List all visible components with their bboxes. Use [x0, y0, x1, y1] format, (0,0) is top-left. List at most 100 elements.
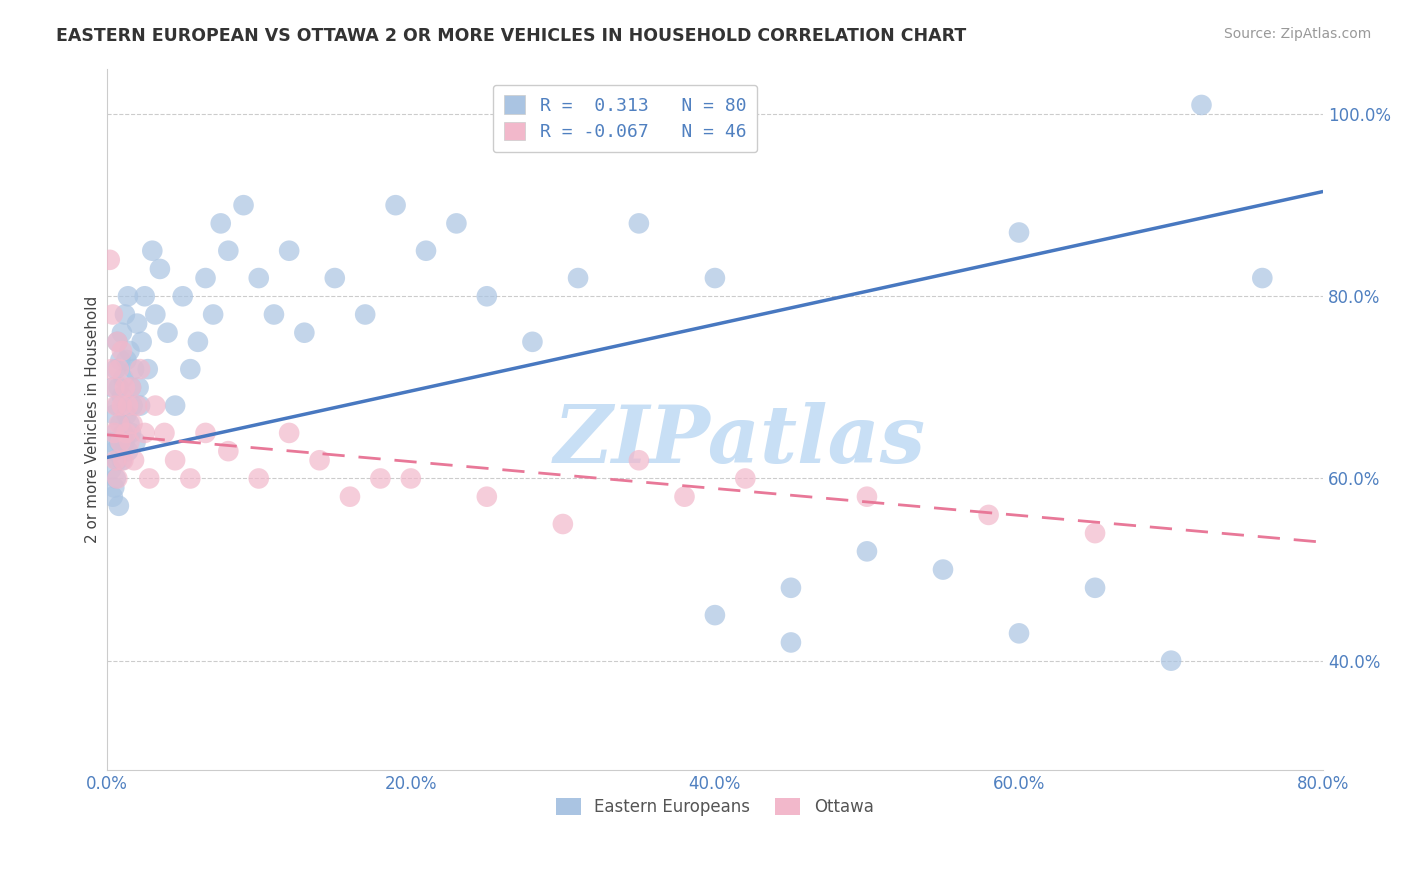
Point: [354, 308, 377, 322]
Point: [153, 425, 176, 440]
Point: [104, 471, 127, 485]
Point: [103, 444, 125, 458]
Point: [110, 435, 132, 450]
Point: [703, 608, 725, 623]
Point: [138, 471, 160, 485]
Point: [370, 471, 392, 485]
Point: [108, 417, 131, 431]
Point: [104, 453, 127, 467]
Point: [522, 334, 544, 349]
Point: [217, 444, 239, 458]
Point: [112, 371, 135, 385]
Text: EASTERN EUROPEAN VS OTTAWA 2 OR MORE VEHICLES IN HOUSEHOLD CORRELATION CHART: EASTERN EUROPEAN VS OTTAWA 2 OR MORE VEH…: [56, 27, 966, 45]
Point: [384, 198, 406, 212]
Point: [114, 308, 136, 322]
Point: [932, 563, 955, 577]
Point: [129, 362, 152, 376]
Point: [122, 453, 145, 467]
Point: [856, 544, 879, 558]
Point: [339, 490, 361, 504]
Point: [103, 380, 125, 394]
Point: [232, 198, 254, 212]
Point: [323, 271, 346, 285]
Point: [415, 244, 437, 258]
Point: [780, 581, 803, 595]
Point: [108, 499, 131, 513]
Point: [105, 334, 128, 349]
Point: [108, 362, 131, 376]
Point: [122, 362, 145, 376]
Point: [104, 399, 127, 413]
Point: [278, 425, 301, 440]
Point: [129, 399, 152, 413]
Point: [111, 389, 134, 403]
Point: [114, 380, 136, 394]
Point: [856, 490, 879, 504]
Point: [110, 417, 132, 431]
Point: [179, 362, 201, 376]
Point: [105, 453, 128, 467]
Point: [111, 453, 134, 467]
Point: [734, 471, 756, 485]
Point: [115, 425, 138, 440]
Point: [165, 453, 187, 467]
Point: [118, 435, 141, 450]
Point: [202, 308, 225, 322]
Point: [1008, 626, 1031, 640]
Point: [209, 216, 232, 230]
Point: [627, 216, 650, 230]
Point: [187, 334, 209, 349]
Point: [127, 317, 149, 331]
Point: [117, 444, 139, 458]
Point: [143, 399, 166, 413]
Point: [108, 435, 131, 450]
Point: [118, 343, 141, 358]
Point: [100, 462, 122, 476]
Point: [101, 490, 124, 504]
Point: [101, 380, 124, 394]
Point: [673, 490, 696, 504]
Point: [143, 308, 166, 322]
Point: [703, 271, 725, 285]
Point: [194, 425, 217, 440]
Point: [105, 471, 128, 485]
Point: [108, 380, 131, 394]
Point: [1084, 581, 1107, 595]
Point: [475, 289, 498, 303]
Point: [120, 425, 142, 440]
Point: [551, 516, 574, 531]
Point: [103, 408, 125, 422]
Point: [131, 334, 153, 349]
Point: [627, 453, 650, 467]
Point: [120, 380, 142, 394]
Point: [172, 289, 194, 303]
Point: [104, 425, 127, 440]
Point: [111, 326, 134, 340]
Point: [114, 435, 136, 450]
Y-axis label: 2 or more Vehicles in Household: 2 or more Vehicles in Household: [86, 295, 100, 543]
Text: ZIPatlas: ZIPatlas: [553, 401, 925, 479]
Text: Source: ZipAtlas.com: Source: ZipAtlas.com: [1223, 27, 1371, 41]
Point: [100, 362, 122, 376]
Point: [179, 471, 201, 485]
Point: [247, 471, 270, 485]
Point: [1191, 98, 1213, 112]
Point: [134, 425, 156, 440]
Point: [567, 271, 589, 285]
Point: [112, 453, 135, 467]
Point: [118, 417, 141, 431]
Point: [117, 289, 139, 303]
Legend: Eastern Europeans, Ottawa: Eastern Europeans, Ottawa: [548, 790, 882, 825]
Point: [124, 435, 146, 450]
Point: [111, 343, 134, 358]
Point: [194, 271, 217, 285]
Point: [217, 244, 239, 258]
Point: [977, 508, 1000, 522]
Point: [103, 425, 125, 440]
Point: [115, 408, 138, 422]
Point: [134, 289, 156, 303]
Point: [121, 417, 143, 431]
Point: [121, 399, 143, 413]
Point: [120, 380, 142, 394]
Point: [780, 635, 803, 649]
